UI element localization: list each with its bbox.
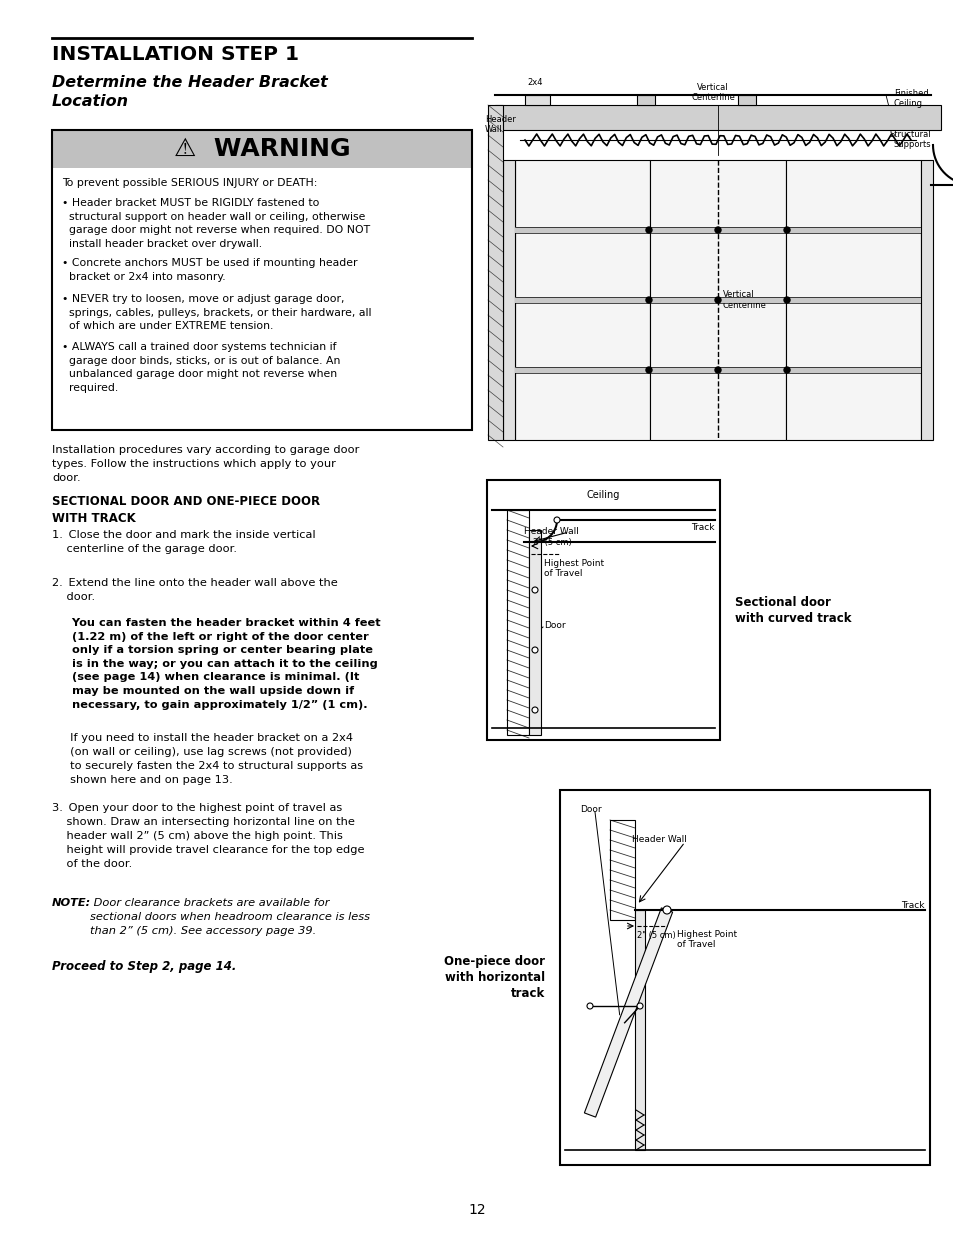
Text: Determine the Header Bracket
Location: Determine the Header Bracket Location <box>52 75 328 109</box>
Text: INSTALLATION STEP 1: INSTALLATION STEP 1 <box>52 44 298 64</box>
Bar <box>635 910 644 1150</box>
Bar <box>738 95 756 105</box>
Circle shape <box>783 367 789 373</box>
Circle shape <box>645 296 651 303</box>
Circle shape <box>645 367 651 373</box>
Text: If you need to install the header bracket on a 2x4
     (on wall or ceiling), us: If you need to install the header bracke… <box>52 734 363 785</box>
Bar <box>650 161 785 230</box>
Circle shape <box>714 227 720 233</box>
Text: Door: Door <box>579 805 601 815</box>
Bar <box>479 49 935 445</box>
Circle shape <box>783 296 789 303</box>
Text: Finished
Ceiling: Finished Ceiling <box>893 89 928 107</box>
Text: Header
Wall: Header Wall <box>484 115 516 135</box>
Bar <box>495 105 940 130</box>
Text: Structural
Supports: Structural Supports <box>888 130 930 149</box>
Bar <box>785 161 920 230</box>
Text: 1. Close the door and mark the inside vertical
    centerline of the garage door: 1. Close the door and mark the inside ve… <box>52 530 315 555</box>
Text: 12: 12 <box>468 1203 485 1216</box>
Circle shape <box>532 587 537 593</box>
Bar <box>52 130 472 168</box>
Bar <box>515 227 920 233</box>
Text: Proceed to Step 2, page 14.: Proceed to Step 2, page 14. <box>52 960 236 973</box>
Bar <box>502 161 515 440</box>
Text: Track: Track <box>901 900 924 909</box>
Bar <box>52 130 472 430</box>
Bar <box>515 300 650 370</box>
Bar <box>515 367 920 373</box>
Bar <box>920 161 932 440</box>
Text: Vertical
Centerline: Vertical Centerline <box>690 83 734 103</box>
Text: 2x4: 2x4 <box>527 78 542 86</box>
Circle shape <box>714 296 720 303</box>
Circle shape <box>586 1003 593 1009</box>
Bar <box>559 790 929 1165</box>
Bar <box>650 300 785 370</box>
Text: One-piece door
with horizontal
track: One-piece door with horizontal track <box>443 955 544 1000</box>
Bar <box>637 95 654 105</box>
Text: You can fasten the header bracket within 4 feet
     (1.22 m) of the left or rig: You can fasten the header bracket within… <box>52 618 380 710</box>
Text: Door clearance brackets are available for
sectional doors when headroom clearanc: Door clearance brackets are available fo… <box>90 898 370 936</box>
Text: • Header bracket MUST be RIGIDLY fastened to
  structural support on header wall: • Header bracket MUST be RIGIDLY fastene… <box>62 198 370 248</box>
Text: NOTE:: NOTE: <box>52 898 91 908</box>
Polygon shape <box>584 908 672 1118</box>
Bar <box>515 230 650 300</box>
Circle shape <box>714 367 720 373</box>
Text: Installation procedures vary according to garage door
types. Follow the instruct: Installation procedures vary according t… <box>52 445 359 483</box>
Text: Sectional door
with curved track: Sectional door with curved track <box>734 595 851 625</box>
Text: SECTIONAL DOOR AND ONE-PIECE DOOR
WITH TRACK: SECTIONAL DOOR AND ONE-PIECE DOOR WITH T… <box>52 495 320 525</box>
Bar <box>515 370 650 440</box>
Bar <box>609 820 635 920</box>
Circle shape <box>532 647 537 653</box>
Bar <box>506 510 529 735</box>
Circle shape <box>645 227 651 233</box>
Text: 3. Open your door to the highest point of travel as
    shown. Draw an intersect: 3. Open your door to the highest point o… <box>52 803 364 869</box>
Text: Vertical
Centerline: Vertical Centerline <box>722 290 766 310</box>
Circle shape <box>783 227 789 233</box>
Circle shape <box>554 517 559 522</box>
Bar <box>650 370 785 440</box>
Text: Ceiling: Ceiling <box>586 490 619 500</box>
Text: 2" (5 cm): 2" (5 cm) <box>533 538 571 547</box>
Text: To prevent possible SERIOUS INJURY or DEATH:: To prevent possible SERIOUS INJURY or DE… <box>62 178 317 188</box>
Text: Door: Door <box>543 620 565 630</box>
Text: Highest Point
of Travel: Highest Point of Travel <box>677 930 737 950</box>
Bar <box>785 370 920 440</box>
Bar <box>650 230 785 300</box>
Text: 2. Extend the line onto the header wall above the
    door.: 2. Extend the line onto the header wall … <box>52 578 337 601</box>
Bar <box>486 480 720 740</box>
Bar <box>515 161 650 230</box>
Text: Header Wall: Header Wall <box>523 527 578 536</box>
Text: • NEVER try to loosen, move or adjust garage door,
  springs, cables, pulleys, b: • NEVER try to loosen, move or adjust ga… <box>62 294 371 331</box>
Text: • Concrete anchors MUST be used if mounting header
  bracket or 2x4 into masonry: • Concrete anchors MUST be used if mount… <box>62 258 357 282</box>
Text: Header Wall: Header Wall <box>631 836 686 845</box>
Text: Track: Track <box>691 522 714 531</box>
Bar <box>488 105 502 440</box>
Bar <box>524 95 550 105</box>
Bar <box>529 530 540 735</box>
Circle shape <box>532 706 537 713</box>
Bar <box>785 230 920 300</box>
Bar <box>52 168 472 430</box>
Circle shape <box>662 906 670 914</box>
Text: Highest Point
of Travel: Highest Point of Travel <box>543 559 603 578</box>
Bar <box>785 300 920 370</box>
Text: • ALWAYS call a trained door systems technician if
  garage door binds, sticks, : • ALWAYS call a trained door systems tec… <box>62 342 340 393</box>
Bar <box>515 296 920 303</box>
Text: 2" (5 cm): 2" (5 cm) <box>637 931 675 940</box>
Text: ⚠  WARNING: ⚠ WARNING <box>173 137 350 161</box>
Circle shape <box>637 1003 642 1009</box>
